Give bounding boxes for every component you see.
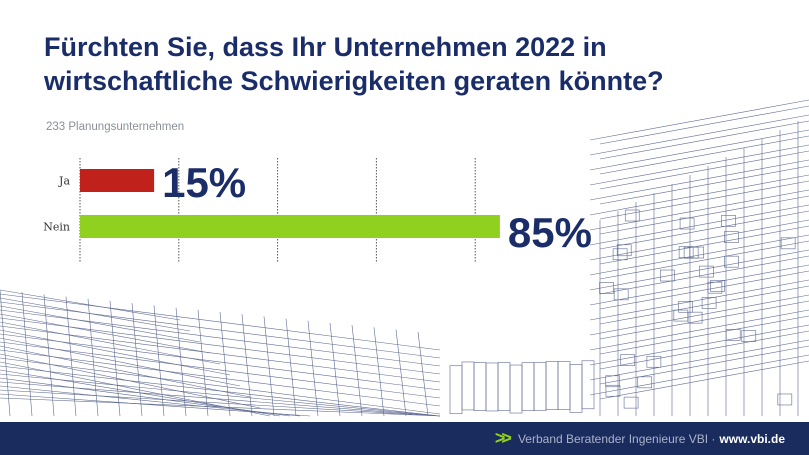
building-sketch-background [0, 99, 809, 417]
footer: >> Verband Beratender Ingenieure VBI · w… [0, 422, 809, 455]
bar-ja [80, 169, 155, 192]
bar-nein [80, 215, 500, 238]
footer-org: Verband Beratender Ingenieure VBI · [517, 431, 716, 446]
page-title: Fürchten Sie, dass Ihr Unternehmen 2022 … [44, 32, 664, 96]
data-label-ja: 15% [162, 159, 246, 206]
category-label-ja: Ja [58, 175, 70, 188]
category-label-nein: Nein [43, 221, 70, 234]
sketch-lines [0, 99, 809, 417]
footer-url[interactable]: www.vbi.de [719, 431, 785, 446]
data-label-nein: 85% [508, 209, 592, 256]
chevron-logo-icon: >> [494, 428, 512, 448]
chart-subtitle: 233 Planungsunternehmen [46, 121, 185, 133]
bar-chart: Ja 15% Nein 85% [43, 158, 592, 262]
